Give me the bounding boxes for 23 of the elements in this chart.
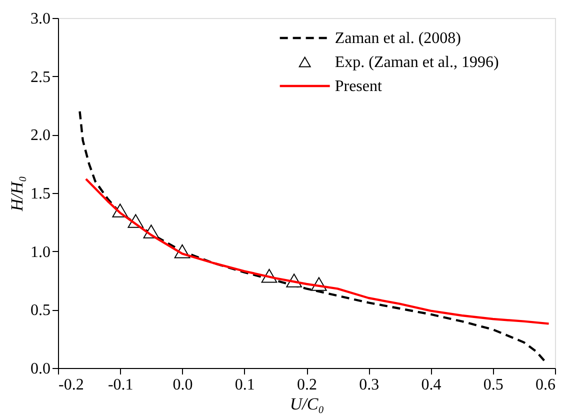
y-tick-label: 1.0 xyxy=(30,244,50,261)
x-axis-title: U/C₀ xyxy=(290,394,324,414)
line-series xyxy=(78,110,547,364)
y-tick-label: 3.0 xyxy=(30,10,50,28)
x-tick-label: 0.6 xyxy=(536,376,556,394)
x-tick-label: 0.1 xyxy=(234,376,255,394)
y-tick-label: 1.5 xyxy=(30,186,50,202)
legend-label: Present xyxy=(334,78,382,95)
x-tick-label: 0.0 xyxy=(172,376,193,394)
x-tick-label: -0.2 xyxy=(58,376,84,394)
x-tick-label: 0.2 xyxy=(297,376,317,394)
y-tick-label: 0.0 xyxy=(30,360,50,378)
y-tick-label: 2.5 xyxy=(30,68,50,86)
legend-label: Zaman et al. (2008) xyxy=(334,30,462,47)
legend-label: Exp. (Zaman et al., 1996) xyxy=(334,54,499,71)
y-tick-label: 0.5 xyxy=(30,302,50,320)
y-tick-label: 2.0 xyxy=(30,127,50,144)
line-series xyxy=(84,178,550,325)
x-tick-label: 0.3 xyxy=(359,376,380,394)
y-axis-title: H/H₀ xyxy=(8,176,26,212)
x-tick-label: -0.1 xyxy=(108,376,134,394)
x-tick-label: 0.5 xyxy=(483,376,504,394)
x-tick-label: 0.4 xyxy=(421,376,442,394)
